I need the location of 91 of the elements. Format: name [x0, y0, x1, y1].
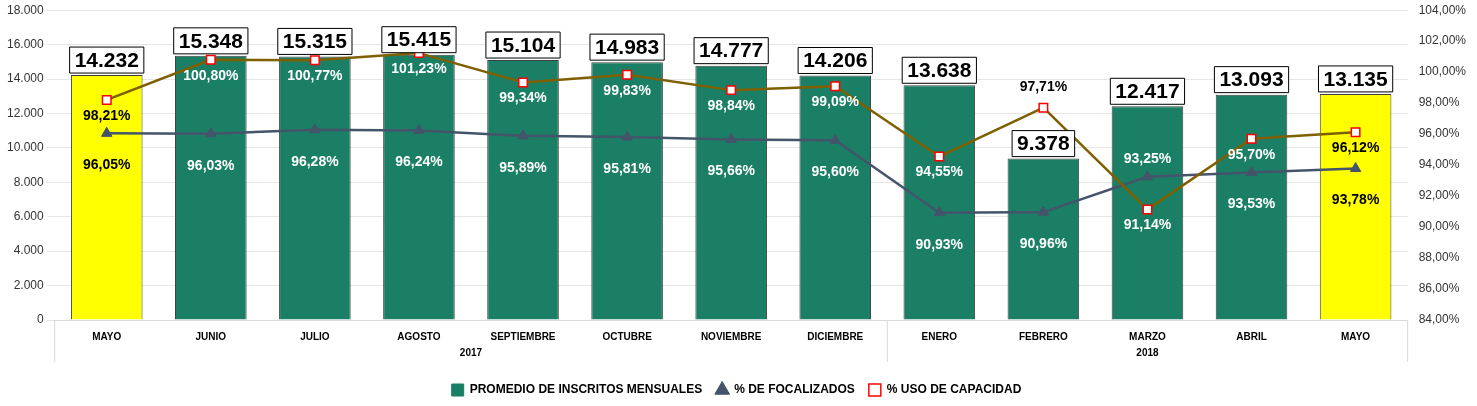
x-tick-label: NOVIEMBRE: [700, 330, 762, 342]
data-label: 13.093: [1219, 67, 1284, 91]
data-label: 95,81%: [603, 159, 652, 176]
y-tick-label: 6.000: [13, 209, 45, 224]
data-label: 91,14%: [1123, 216, 1172, 233]
y2-tick-label: 102,00%: [1418, 33, 1467, 48]
legend-label: PROMEDIO DE INSCRITOS MENSUALES: [469, 382, 703, 397]
x-tick-label: MAYO: [1341, 330, 1371, 342]
x-tick-label: DICIEMBRE: [807, 330, 864, 342]
point: [1245, 165, 1258, 176]
point: [621, 130, 633, 141]
data-label: 14.777: [699, 38, 764, 62]
y2-tick-label: 90,00%: [1418, 219, 1460, 234]
y2-tick-label: 104,00%: [1418, 2, 1467, 17]
y-tick-label: 18.000: [7, 2, 45, 17]
data-label: 98,84%: [707, 96, 756, 113]
data-label: 93,53%: [1227, 195, 1276, 212]
y-tick-label: 2.000: [13, 277, 45, 292]
y2-tick-label: 100,00%: [1418, 64, 1467, 79]
data-label: 96,12%: [1331, 139, 1380, 156]
data-label: 94,55%: [915, 163, 964, 180]
y2-tick-label: 98,00%: [1418, 95, 1460, 110]
data-label: 15.348: [178, 28, 244, 52]
data-label: 99,83%: [603, 81, 652, 98]
data-label: 101,23%: [391, 59, 448, 76]
y-tick-label: 14.000: [7, 71, 45, 86]
data-label: 96,24%: [395, 153, 444, 170]
point: [1037, 205, 1050, 216]
y2-tick-label: 92,00%: [1418, 188, 1460, 203]
data-label: 90,93%: [915, 235, 964, 252]
data-label: 12.417: [1115, 79, 1180, 103]
x-tick-label: MAYO: [92, 330, 122, 342]
data-label: 15.415: [386, 27, 452, 51]
data-label: 93,25%: [1123, 149, 1172, 166]
y-tick-label: 12.000: [7, 105, 45, 120]
x-tick-label: JUNIO: [195, 330, 227, 342]
data-label: 96,28%: [291, 152, 340, 169]
x-tick-label: ABRIL: [1236, 330, 1267, 342]
data-label: 14.206: [803, 48, 868, 72]
text: 2017: [459, 346, 483, 358]
x-tick-label: JULIO: [300, 330, 330, 342]
point: [205, 127, 217, 138]
y-tick-label: 4.000: [13, 243, 45, 258]
text: 2018: [1136, 346, 1160, 358]
y-tick-label: 0: [37, 312, 45, 327]
data-label: 14.983: [594, 34, 660, 58]
data-label: 9.378: [1017, 131, 1070, 155]
data-label: 95,70%: [1227, 145, 1276, 162]
point: [413, 123, 425, 134]
point: [829, 133, 841, 144]
data-label: 14.232: [74, 47, 139, 71]
legend-label: % DE FOCALIZADOS: [734, 382, 855, 397]
data-label: 96,05%: [83, 156, 132, 173]
data-label: 15.315: [282, 29, 348, 53]
data-label: 93,78%: [1331, 191, 1380, 208]
x-tick-label: AGOSTO: [397, 330, 441, 342]
data-label: 95,60%: [811, 163, 860, 180]
point: [517, 129, 529, 140]
data-label: 13.638: [907, 58, 972, 82]
point: [1141, 170, 1154, 181]
x-tick-label: FEBRERO: [1018, 330, 1069, 342]
data-label: 95,66%: [707, 162, 756, 179]
data-label: 90,96%: [1019, 235, 1068, 252]
y-tick-label: 16.000: [7, 36, 45, 51]
y2-tick-label: 88,00%: [1418, 250, 1460, 265]
data-label: 13.135: [1323, 66, 1389, 90]
point: [933, 206, 945, 217]
legend-label: % USO DE CAPACIDAD: [886, 382, 1022, 397]
y-tick-label: 10.000: [7, 140, 45, 155]
data-label: 100,77%: [287, 67, 344, 84]
y2-tick-label: 86,00%: [1418, 281, 1460, 296]
point: [1349, 162, 1362, 173]
data-label: 96,03%: [187, 156, 236, 173]
y2-tick-label: 94,00%: [1418, 157, 1460, 172]
y2-tick-label: 84,00%: [1418, 312, 1460, 327]
point: [725, 132, 737, 143]
data-label: 99,09%: [811, 93, 860, 110]
data-label: 100,80%: [183, 66, 239, 83]
x-tick-label: SEPTIEMBRE: [490, 330, 556, 342]
data-label: 99,34%: [499, 89, 548, 106]
data-label: 97,71%: [1019, 78, 1068, 95]
x-tick-label: OCTUBRE: [602, 330, 653, 342]
point: [309, 123, 321, 134]
point: [101, 126, 113, 137]
data-label: 98,21%: [83, 106, 132, 123]
data-label: 95,89%: [499, 158, 548, 175]
x-tick-label: MARZO: [1129, 330, 1166, 342]
x-tick-label: ENERO: [921, 330, 958, 342]
y-tick-label: 8.000: [13, 174, 45, 189]
data-label: 15.104: [490, 32, 556, 56]
y2-tick-label: 96,00%: [1418, 126, 1460, 141]
